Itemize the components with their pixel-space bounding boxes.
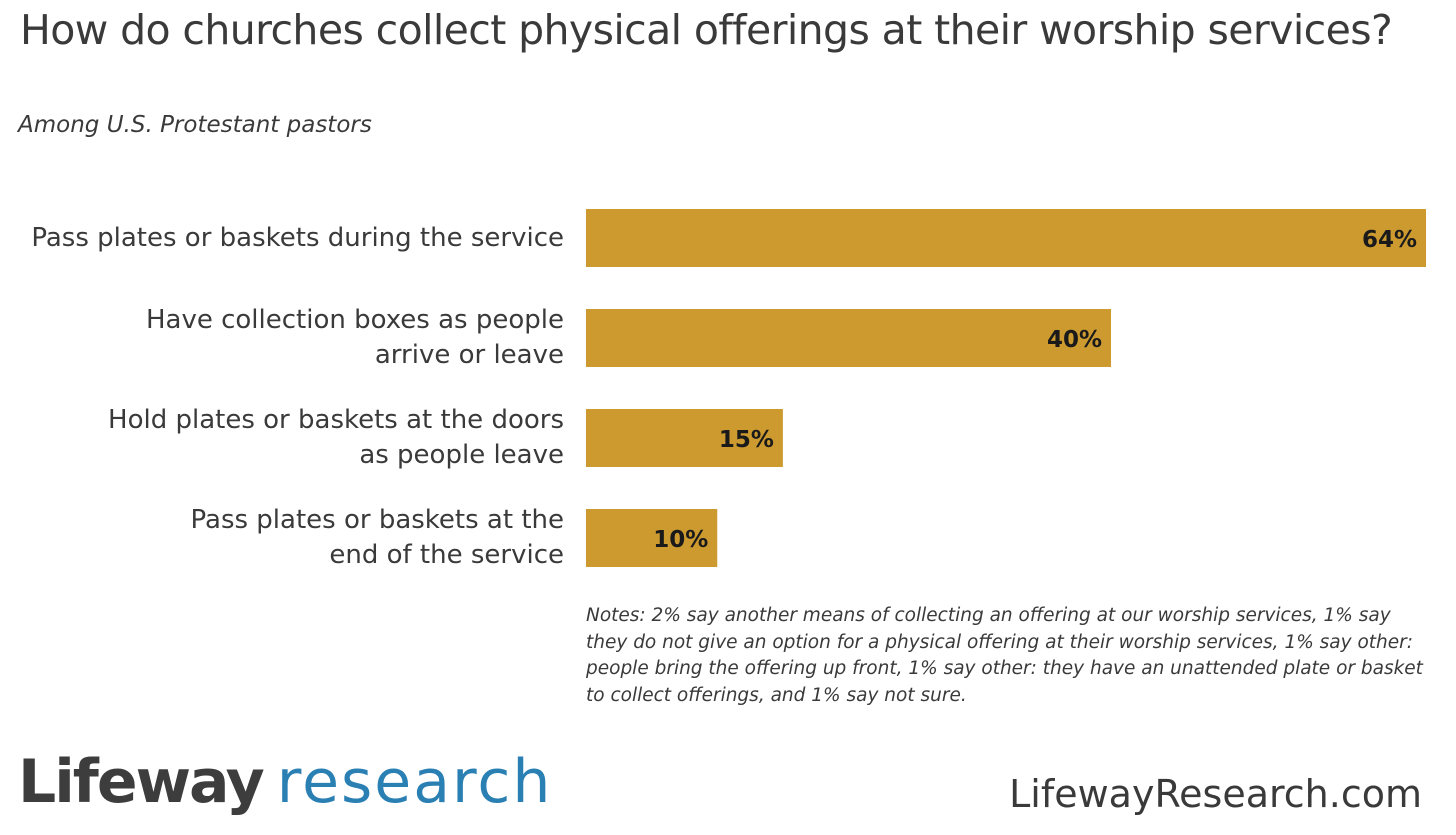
website-url: LifewayResearch.com [1009, 772, 1422, 816]
bar-2 [586, 309, 1111, 367]
category-label-line: Hold plates or baskets at the doors [108, 405, 564, 435]
value-label-4: 10% [653, 527, 708, 553]
value-label-1: 64% [1362, 227, 1417, 253]
lifeway-research-logo: Lifeway research [18, 752, 552, 812]
category-label-4: Pass plates or baskets at the end of the … [4, 503, 565, 573]
logo-brand2-text: research [276, 747, 553, 817]
logo-brand-text: Lifeway [18, 747, 265, 817]
chart-subtitle: Among U.S. Protestant pastors [18, 112, 372, 138]
bar-3 [586, 409, 783, 467]
category-label-line: Pass plates or baskets at the [190, 505, 565, 535]
category-label-2: Have collection boxes as people arrive or… [4, 303, 564, 373]
category-label-line: Pass plates or baskets during the servic… [31, 222, 564, 253]
chart-notes: Notes: 2% say another means of collectin… [586, 605, 1423, 706]
category-label-1: Pass plates or baskets during the servic… [4, 221, 564, 256]
value-label-3: 15% [719, 427, 774, 453]
value-label-2: 40% [1047, 327, 1102, 353]
bar-4 [586, 509, 718, 567]
chart-title: How do churches collect physical offerin… [20, 6, 1393, 54]
category-label-line: end of the service [329, 540, 564, 570]
category-label-line: as people leave [359, 440, 564, 470]
bar-1 [586, 209, 1426, 267]
category-label-line: arrive or leave [374, 340, 564, 370]
category-label-line: Have collection boxes as people [145, 305, 564, 335]
category-label-3: Hold plates or baskets at the doors as pe… [4, 403, 564, 473]
